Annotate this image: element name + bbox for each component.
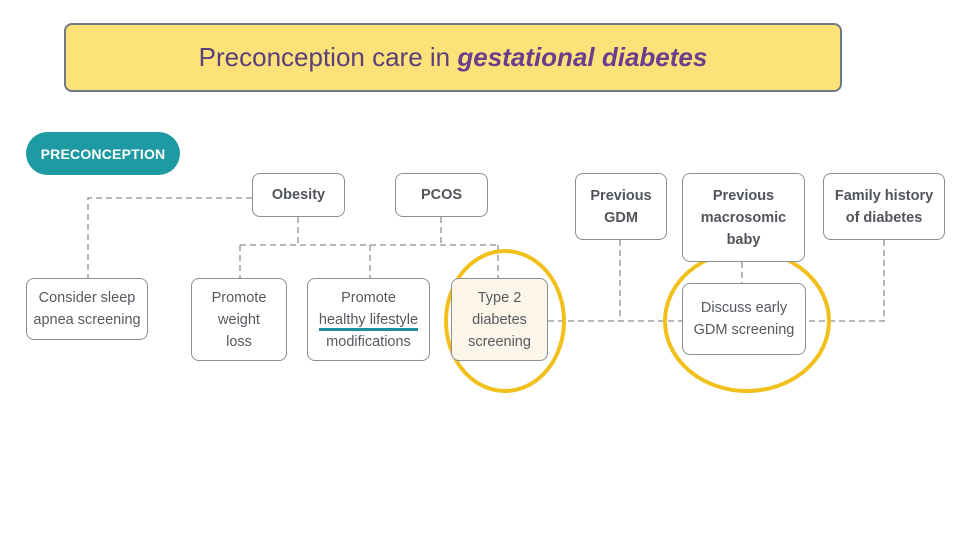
title-banner: Preconception care in gestational diabet… — [64, 23, 842, 92]
macrosomic-line3: baby — [726, 231, 761, 248]
obesity-label: Obesity — [271, 187, 326, 203]
sleep-apnea-line1: Consider sleep — [38, 290, 136, 306]
family-history-line1: Family history — [834, 187, 934, 204]
previous-macrosomic-box: Previous macrosomic baby — [682, 173, 805, 262]
family-history-line2: of diabetes — [845, 209, 923, 226]
title-emphasis: gestational diabetes — [457, 42, 708, 72]
macrosomic-line1: Previous — [712, 187, 775, 204]
weight-loss-line1: Promote — [211, 289, 267, 306]
previous-gdm-line1: Previous — [590, 187, 652, 204]
weight-loss-line3: loss — [226, 333, 252, 350]
lifestyle-line1: Promote — [341, 289, 396, 306]
highlight-circle-type2 — [444, 249, 566, 393]
lifestyle-box: Promote healthy lifestyle modifications — [307, 278, 430, 361]
connector-family — [806, 240, 885, 322]
previous-gdm-line2: GDM — [604, 209, 638, 226]
gdm-screening-line2: GDM screening — [693, 322, 795, 338]
connector-obesity-sleep — [87, 197, 252, 278]
type2-line1: Type 2 — [477, 289, 522, 306]
weight-loss-line2: weight — [218, 311, 260, 328]
pcos-box: PCOS — [395, 173, 488, 217]
obesity-box: Obesity — [252, 173, 345, 217]
gdm-screening-box: Discuss early GDM screening — [682, 283, 806, 355]
weight-loss-box: Promote weight loss — [191, 278, 287, 361]
type2-line3: screening — [468, 333, 531, 350]
family-history-box: Family history of diabetes — [823, 173, 945, 240]
sleep-apnea-line2: apnea screening — [33, 312, 141, 328]
lifestyle-line3: modifications — [326, 333, 411, 350]
title-prefix: Preconception care in — [198, 42, 458, 72]
preconception-pill: PRECONCEPTION — [26, 132, 180, 175]
lifestyle-line2: healthy lifestyle — [318, 311, 419, 331]
previous-gdm-box: Previous GDM — [575, 173, 667, 240]
gdm-screening-line1: Discuss early — [700, 300, 788, 316]
sleep-apnea-box: Consider sleep apnea screening — [26, 278, 148, 340]
type2-screening-box: Type 2 diabetes screening — [451, 278, 548, 361]
type2-line2: diabetes — [472, 311, 527, 328]
pcos-label: PCOS — [420, 187, 463, 203]
macrosomic-line2: macrosomic — [700, 209, 787, 226]
